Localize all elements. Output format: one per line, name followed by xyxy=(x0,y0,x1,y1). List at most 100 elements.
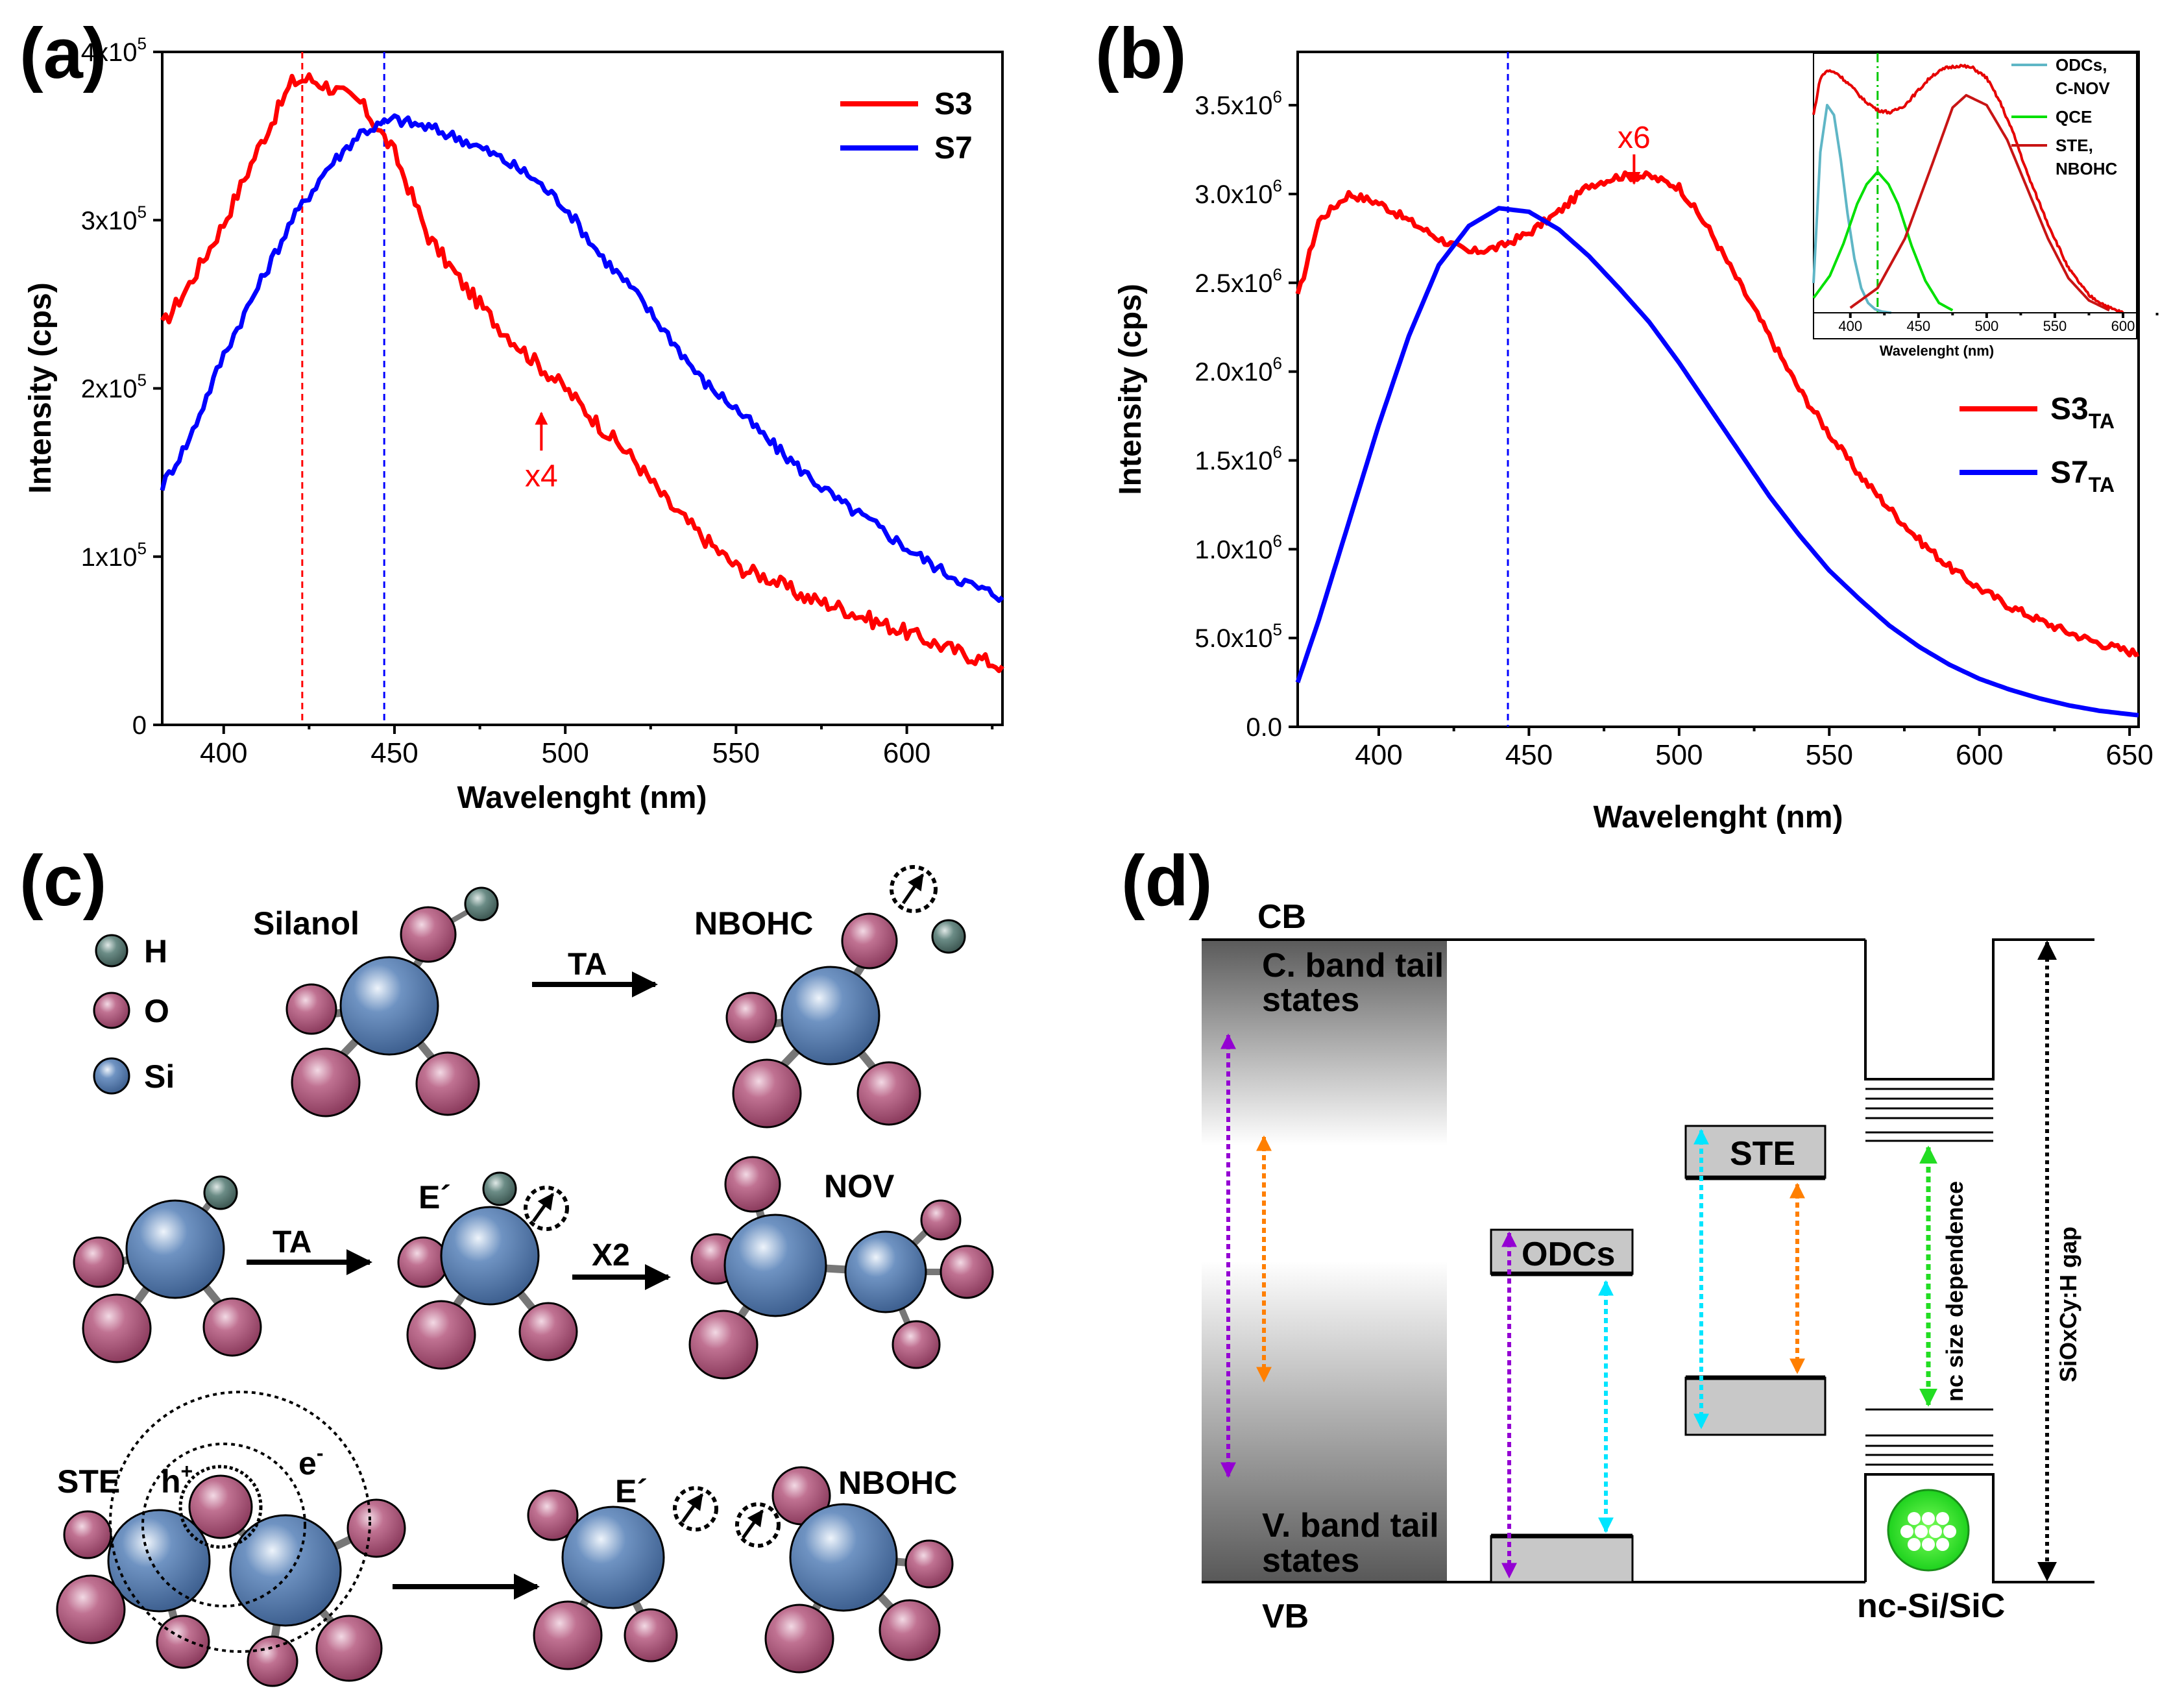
inset-xtick-label-2: 500 xyxy=(1975,318,1999,334)
panel-label-b: (b) xyxy=(1095,14,1186,93)
chart-b-ytick-label-0: 0.0 xyxy=(1246,713,1282,742)
cb-label: CB xyxy=(1257,898,1306,936)
legend-h-atom xyxy=(95,934,128,968)
panel-label-c: (c) xyxy=(19,841,106,921)
chart-a-annotation-label: x4 xyxy=(525,459,558,493)
gap-label: SiOxCy:H gap xyxy=(2055,1226,2081,1382)
inset-legend-label-1: QCE xyxy=(2056,107,2092,127)
inset-xtick-label-1: 450 xyxy=(1906,318,1930,334)
nc-size-label: nc size dependence xyxy=(1941,1181,1968,1402)
ste-molecule xyxy=(56,1391,406,1687)
chart-a-xtick-label-4: 600 xyxy=(883,737,930,769)
chart-b-xtick-label-4: 600 xyxy=(1956,739,2003,771)
inset-legend-label-0: ODCs, xyxy=(2056,55,2107,75)
inset-legend: ODCs, C-NOV QCE STE, NBOHC xyxy=(2011,55,2118,178)
nc-si-sic-label: nc-Si/SiC xyxy=(1857,1587,2005,1625)
c-band-tail-label-2: states xyxy=(1262,981,1359,1019)
inset-series-qce xyxy=(1812,170,1954,311)
nanocrystal xyxy=(1887,1489,1970,1572)
nov-molecule xyxy=(688,1156,994,1380)
chart-b-xtick-label-3: 550 xyxy=(1806,739,1853,771)
hole-label: h+ xyxy=(161,1459,193,1500)
vb-well xyxy=(1864,1473,2094,1583)
inset-legend-label2-0: C-NOV xyxy=(2056,79,2110,98)
legend-a-s7-label: S7 xyxy=(934,131,973,165)
silanol-molecule-2 xyxy=(73,1175,262,1363)
chart-a-xlabel: Wavelenght (nm) xyxy=(457,781,707,815)
legend-si-atom xyxy=(93,1057,130,1095)
chart-b-ytick-label-4: 2.0x106 xyxy=(1195,354,1282,387)
chart-a-ytick-label-3: 3x105 xyxy=(81,202,147,235)
chart-b-frame xyxy=(1296,51,2140,728)
c-band-tail-label-1: C. band tail xyxy=(1262,947,1444,984)
legend-h-label: H xyxy=(144,933,167,970)
nanocrystal-atoms xyxy=(1900,1512,1956,1551)
cb-well xyxy=(1864,938,2094,1080)
chart-b-xtick-label-2: 500 xyxy=(1655,739,1703,771)
chart-b-xlabel: Wavelenght (nm) xyxy=(1594,800,1843,835)
chart-b-ytick-label-3: 1.5x106 xyxy=(1195,442,1282,475)
chart-b-legend: S3TA S7TA xyxy=(1960,392,2115,496)
chart-a-ytick-label-0: 0 xyxy=(132,711,147,740)
nbohc-molecule-2 xyxy=(735,1466,954,1674)
legend-b-s3-label: S3TA xyxy=(2050,392,2115,433)
panel-c-schematic: H O Si Silanol TA NBOHC xyxy=(56,865,994,1687)
chart-b-series-s3 xyxy=(1295,170,2139,658)
inset-legend-label2-2: NBOHC xyxy=(2056,159,2118,178)
inset-xtick-label-4: 600 xyxy=(2111,318,2135,334)
inset-xtick-label-0: 400 xyxy=(1838,318,1862,334)
chart-b-xtick-label-1: 450 xyxy=(1505,739,1553,771)
inset-series-ste xyxy=(1849,93,2110,312)
chart-b: 400 450 500 550 600 650 0.0 5.0x105 1.0x106 1.5x1… xyxy=(1113,51,2159,835)
v-band-tail-label-2: states xyxy=(1262,1542,1359,1580)
e-prime-label-1: E´ xyxy=(419,1179,451,1215)
chart-b-annotation-label: x6 xyxy=(1618,121,1651,155)
ta-label-1: TA xyxy=(568,947,607,982)
nbohc-label-1: NBOHC xyxy=(694,905,813,942)
legend-b-s7-label: S7TA xyxy=(2050,456,2115,496)
panel-label-d: (d) xyxy=(1121,841,1212,921)
legend-o-label: O xyxy=(144,993,169,1029)
chart-a-series-s7 xyxy=(160,113,1004,604)
chart-a-legend: S3 S7 xyxy=(840,87,973,165)
inset-legend-label-2: STE, xyxy=(2056,136,2093,155)
chart-a-xtick-label-3: 550 xyxy=(712,737,760,769)
panel-d-band-diagram: ODCs STE CB VB C. band tail states V. ba… xyxy=(1202,898,2094,1635)
x2-label: X2 xyxy=(592,1238,630,1273)
nbohc-label-2: NBOHC xyxy=(838,1465,957,1501)
nc-cb-levels xyxy=(1865,1088,1993,1142)
chart-b-ytick-label-6: 3.0x106 xyxy=(1195,176,1282,209)
silanol-label: Silanol xyxy=(253,905,359,942)
legend-a-s3-label: S3 xyxy=(934,87,973,121)
chart-a: 400 450 500 550 600 0 1x105 2x105 3x105 4x105 x4 W… xyxy=(23,34,1004,815)
chart-a-ylabel: Intensity (cps) xyxy=(23,282,58,493)
odcs-ground-box xyxy=(1490,1535,1634,1583)
chart-a-xtick-label-2: 500 xyxy=(541,737,589,769)
silanol-molecule xyxy=(285,886,499,1117)
chart-a-ytick-label-2: 2x105 xyxy=(81,371,147,404)
nc-vb-levels xyxy=(1865,1408,1993,1466)
ste-label: STE xyxy=(57,1463,120,1500)
electron-label: e- xyxy=(298,1441,323,1482)
e-prime-label-2: E´ xyxy=(615,1473,648,1509)
inset-series-odcs xyxy=(1812,104,1892,314)
ste-level-label: STE xyxy=(1730,1135,1795,1173)
v-band-tail-label-1: V. band tail xyxy=(1262,1507,1439,1544)
odcs-label: ODCs xyxy=(1522,1236,1615,1273)
legend-o-atom xyxy=(93,992,130,1029)
chart-b-ytick-label-7: 3.5x106 xyxy=(1195,87,1282,120)
chart-b-ytick-label-5: 2.5x106 xyxy=(1195,265,1282,298)
chart-b-ytick-label-2: 1.0x106 xyxy=(1195,531,1282,564)
chart-b-inset: 400 450 500 550 600 Wavelenght (nm) ODCs, C-N… xyxy=(1812,53,2159,359)
chart-b-xtick-label-5: 650 xyxy=(2105,739,2153,771)
panel-label-a: (a) xyxy=(19,14,106,93)
inset-xtick-label-3: 550 xyxy=(2043,318,2067,334)
inset-series-sum xyxy=(1812,64,2124,314)
chart-b-ylabel: Intensity (cps) xyxy=(1113,284,1148,494)
e-prime-molecule-2 xyxy=(527,1486,718,1670)
chart-b-ytick-label-1: 5.0x105 xyxy=(1195,620,1282,653)
ta-label-2: TA xyxy=(273,1225,311,1260)
inset-xlabel: Wavelenght (nm) xyxy=(1880,343,1994,359)
e-prime-molecule-1 xyxy=(397,1171,578,1370)
